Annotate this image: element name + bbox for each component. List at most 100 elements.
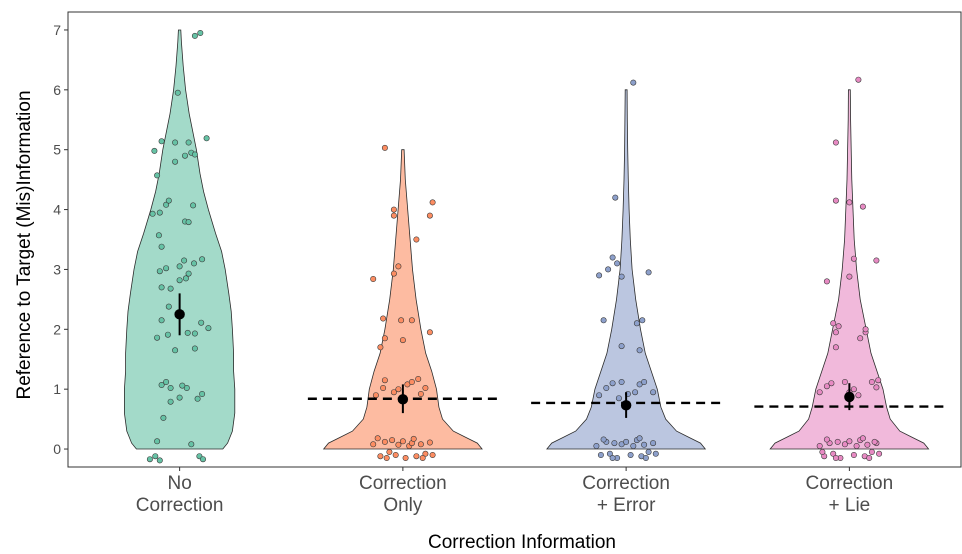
data-point [873,257,880,264]
data-point [832,197,839,204]
data-point [816,442,823,449]
data-point [636,347,643,354]
data-point [862,326,869,333]
data-point [600,317,607,324]
data-point [857,335,864,342]
data-point [146,456,153,463]
data-point [600,436,607,443]
x-tick-label: Only [383,495,423,516]
x-axis-title: Correction Information [428,532,616,553]
data-point [609,254,616,261]
data-point [205,325,212,332]
data-point [846,438,853,445]
data-point [390,212,397,219]
data-point [841,441,848,448]
data-point [636,435,643,442]
data-point [172,347,179,354]
mean-point [174,309,185,320]
data-point [381,335,388,342]
data-point [390,206,397,213]
data-point [167,285,174,292]
data-point [372,392,379,399]
mean-point [844,391,855,403]
data-point [381,438,388,445]
data-point [158,381,165,388]
data-point [415,375,422,382]
data-point [165,197,172,204]
data-point [383,454,390,461]
y-tick-label: 6 [53,82,61,98]
data-point [828,380,835,387]
y-tick-label: 4 [53,202,61,218]
data-point [864,441,871,448]
data-point [823,278,830,285]
violin [769,89,930,450]
data-point [167,398,174,405]
x-tick-label: No [167,473,191,494]
data-point [627,451,634,458]
data-point [184,329,191,336]
data-point [429,199,436,206]
data-point [381,144,388,151]
y-tick-label: 5 [53,142,61,158]
data-point [172,158,179,165]
data-point [370,275,377,282]
data-point [152,453,159,460]
data-point [632,389,639,396]
data-point [605,266,612,273]
data-point [176,263,183,270]
data-point [609,380,616,387]
data-point [185,270,192,277]
y-tick-label: 1 [53,381,61,397]
data-point [823,383,830,390]
data-point [191,260,198,267]
data-point [855,392,862,399]
data-point [426,212,433,219]
x-tick-label: + Error [597,495,656,516]
violins-layer [124,29,930,450]
data-point [832,344,839,351]
data-point [642,454,649,461]
data-point [191,151,198,158]
data-point [623,438,630,445]
data-point [151,147,158,154]
data-point [846,273,853,280]
data-point [426,329,433,336]
data-point [618,273,625,280]
data-point [630,442,637,449]
data-point [410,435,417,442]
data-point [876,450,883,457]
data-point [816,389,823,396]
data-point [389,437,396,444]
data-point [603,384,610,391]
data-point [832,139,839,146]
data-point [203,135,210,142]
data-point [158,138,165,145]
data-point [174,89,181,96]
data-point [417,390,424,397]
data-point [154,438,161,445]
data-point [390,389,397,396]
data-point [176,394,183,401]
data-point [408,378,415,385]
data-point [377,344,384,351]
data-point [645,448,652,455]
data-point [850,386,857,393]
data-point [194,395,201,402]
data-point [413,453,420,460]
data-point [618,343,625,350]
data-point [190,202,197,209]
data-point [609,454,616,461]
data-point [641,378,648,385]
data-point [429,451,436,458]
data-point [188,441,195,448]
data-point [850,451,857,458]
data-point [392,451,399,458]
data-point [185,219,192,226]
y-tick-label: 0 [53,441,61,457]
data-point [200,456,207,463]
data-point [596,272,603,279]
data-point [167,384,174,391]
data-point [164,331,171,338]
